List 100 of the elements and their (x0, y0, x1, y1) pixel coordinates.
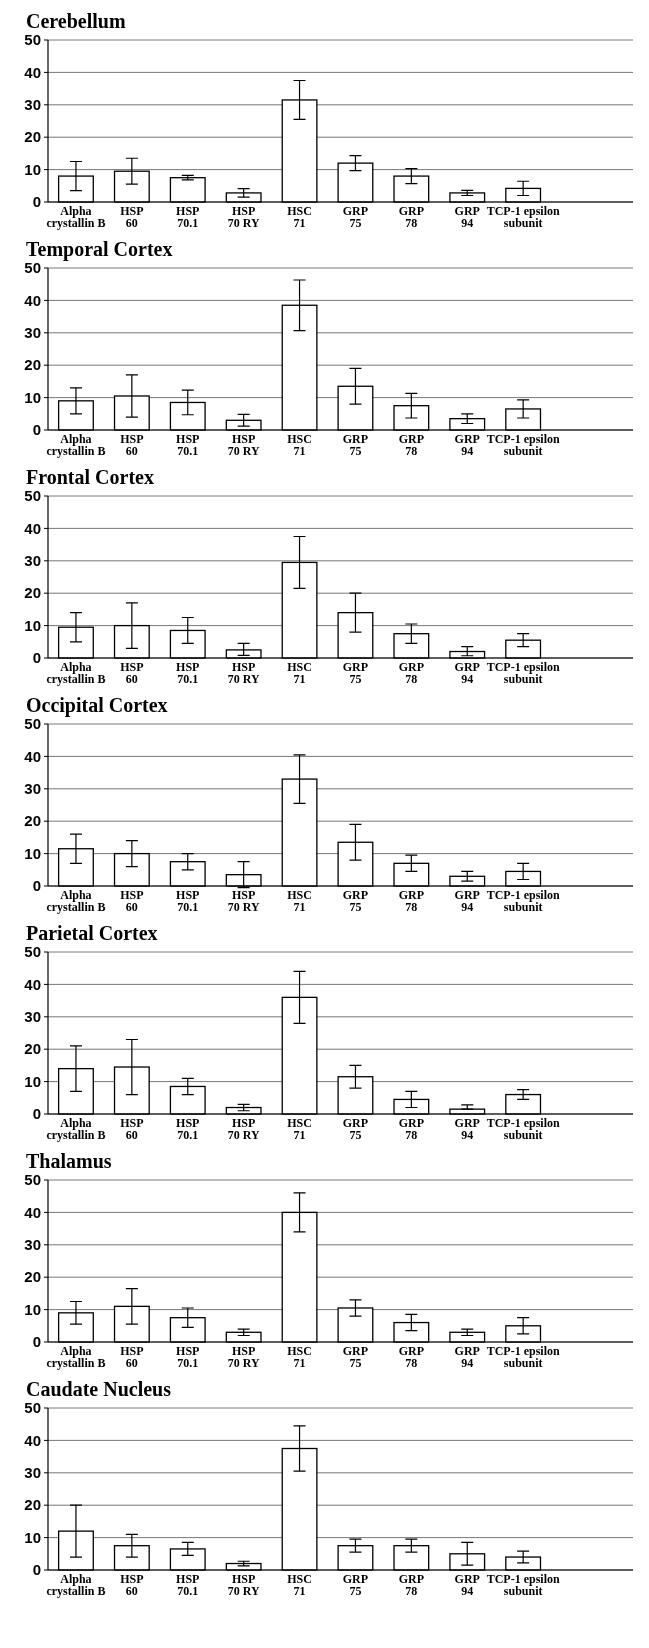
y-tick-label: 0 (32, 1333, 41, 1351)
y-tick-label: 40 (24, 1431, 41, 1449)
y-tick-label: 30 (24, 552, 41, 570)
y-tick-label: 10 (24, 160, 41, 178)
x-tick-label: GRP 94 (454, 660, 480, 686)
x-tick-label: GRP 78 (398, 660, 425, 686)
x-tick-label: Alpha crystallin B (46, 432, 106, 458)
chart-title: Cerebellum (26, 10, 126, 32)
y-tick-label: 40 (24, 291, 41, 309)
x-tick-label: HSP 60 (120, 1344, 144, 1370)
x-tick-label: HSP 60 (120, 888, 144, 914)
x-tick-label: TCP-1 epsilon subunit (486, 1116, 560, 1142)
y-tick-label: 30 (24, 1464, 41, 1482)
x-tick-label: HSP 70.1 (176, 1344, 200, 1370)
x-tick-label: GRP 94 (454, 1116, 480, 1142)
x-tick-label: HSP 60 (120, 204, 144, 230)
y-tick-label: 30 (24, 96, 41, 114)
x-tick-label: TCP-1 epsilon subunit (486, 1572, 560, 1598)
x-tick-label: Alpha crystallin B (46, 1572, 106, 1598)
x-tick-label: HSP 70.1 (176, 204, 200, 230)
x-tick-label: HSC 71 (287, 888, 312, 914)
y-tick-label: 10 (24, 1072, 41, 1090)
x-tick-label: GRP 78 (398, 1116, 425, 1142)
x-tick-label: GRP 94 (454, 432, 480, 458)
x-tick-label: GRP 78 (398, 204, 425, 230)
y-tick-label: 0 (32, 649, 41, 667)
y-tick-label: 30 (24, 1236, 41, 1254)
x-tick-label: GRP 78 (398, 888, 425, 914)
x-tick-label: GRP 78 (398, 432, 425, 458)
chart-title: Parietal Cortex (26, 922, 158, 944)
x-tick-label: HSP 70 RY (227, 660, 260, 686)
y-tick-label: 40 (24, 1203, 41, 1221)
y-tick-label: 0 (32, 1561, 41, 1579)
x-tick-label: GRP 75 (342, 888, 369, 914)
x-tick-label: TCP-1 epsilon subunit (486, 204, 560, 230)
y-tick-label: 20 (24, 1496, 41, 1514)
x-tick-label: HSP 70.1 (176, 1116, 200, 1142)
y-tick-label: 50 (24, 1399, 41, 1417)
x-tick-label: HSP 60 (120, 432, 144, 458)
y-tick-label: 50 (24, 943, 41, 961)
y-tick-label: 20 (24, 128, 41, 146)
x-tick-label: HSC 71 (287, 1572, 312, 1598)
x-tick-label: HSC 71 (287, 1116, 312, 1142)
y-tick-label: 10 (24, 1300, 41, 1318)
x-tick-label: HSP 70.1 (176, 432, 200, 458)
x-tick-label: GRP 75 (342, 1116, 369, 1142)
y-tick-label: 0 (32, 1105, 41, 1123)
y-tick-label: 10 (24, 1528, 41, 1546)
x-tick-label: HSP 70 RY (227, 1116, 260, 1142)
x-tick-label: HSP 70 RY (227, 1344, 260, 1370)
y-tick-label: 30 (24, 324, 41, 342)
x-tick-label: HSP 70.1 (176, 1572, 200, 1598)
x-tick-label: GRP 94 (454, 1572, 480, 1598)
x-tick-label: GRP 75 (342, 432, 369, 458)
y-tick-label: 20 (24, 1040, 41, 1058)
x-tick-label: GRP 94 (454, 888, 480, 914)
y-tick-label: 10 (24, 616, 41, 634)
y-tick-label: 0 (32, 877, 41, 895)
x-tick-label: HSP 70 RY (227, 888, 260, 914)
chart-title: Occipital Cortex (26, 694, 168, 717)
y-tick-label: 20 (24, 812, 41, 830)
y-tick-label: 40 (24, 519, 41, 537)
y-tick-label: 50 (24, 31, 41, 49)
x-tick-label: Alpha crystallin B (46, 1344, 106, 1370)
x-tick-label: GRP 78 (398, 1344, 425, 1370)
chart-title: Caudate Nucleus (26, 1378, 172, 1400)
y-tick-label: 0 (32, 193, 41, 211)
y-tick-label: 40 (24, 63, 41, 81)
x-tick-label: HSP 70.1 (176, 888, 200, 914)
x-tick-label: GRP 78 (398, 1572, 425, 1598)
chart-title: Temporal Cortex (26, 238, 173, 261)
x-tick-label: HSC 71 (287, 432, 312, 458)
y-tick-label: 50 (24, 259, 41, 277)
x-tick-label: TCP-1 epsilon subunit (486, 1344, 560, 1370)
x-tick-label: Alpha crystallin B (46, 660, 106, 686)
x-tick-label: Alpha crystallin B (46, 888, 106, 914)
x-tick-label: GRP 75 (342, 660, 369, 686)
y-tick-label: 20 (24, 584, 41, 602)
x-tick-label: HSC 71 (287, 660, 312, 686)
y-tick-label: 30 (24, 1008, 41, 1026)
y-tick-label: 30 (24, 780, 41, 798)
x-tick-label: Alpha crystallin B (46, 1116, 106, 1142)
x-tick-label: GRP 94 (454, 1344, 480, 1370)
y-tick-label: 0 (32, 421, 41, 439)
y-tick-label: 50 (24, 1171, 41, 1189)
y-tick-label: 40 (24, 975, 41, 993)
x-tick-label: TCP-1 epsilon subunit (486, 888, 560, 914)
x-tick-label: GRP 94 (454, 204, 480, 230)
y-tick-label: 50 (24, 715, 41, 733)
y-tick-label: 40 (24, 747, 41, 765)
x-tick-label: HSP 60 (120, 1572, 144, 1598)
x-tick-label: HSP 70 RY (227, 1572, 260, 1598)
x-tick-label: HSP 70.1 (176, 660, 200, 686)
x-tick-label: HSP 60 (120, 1116, 144, 1142)
x-tick-label: TCP-1 epsilon subunit (486, 432, 560, 458)
y-tick-label: 50 (24, 487, 41, 505)
y-tick-label: 10 (24, 844, 41, 862)
x-tick-label: GRP 75 (342, 1572, 369, 1598)
x-tick-label: GRP 75 (342, 204, 369, 230)
y-tick-label: 10 (24, 388, 41, 406)
